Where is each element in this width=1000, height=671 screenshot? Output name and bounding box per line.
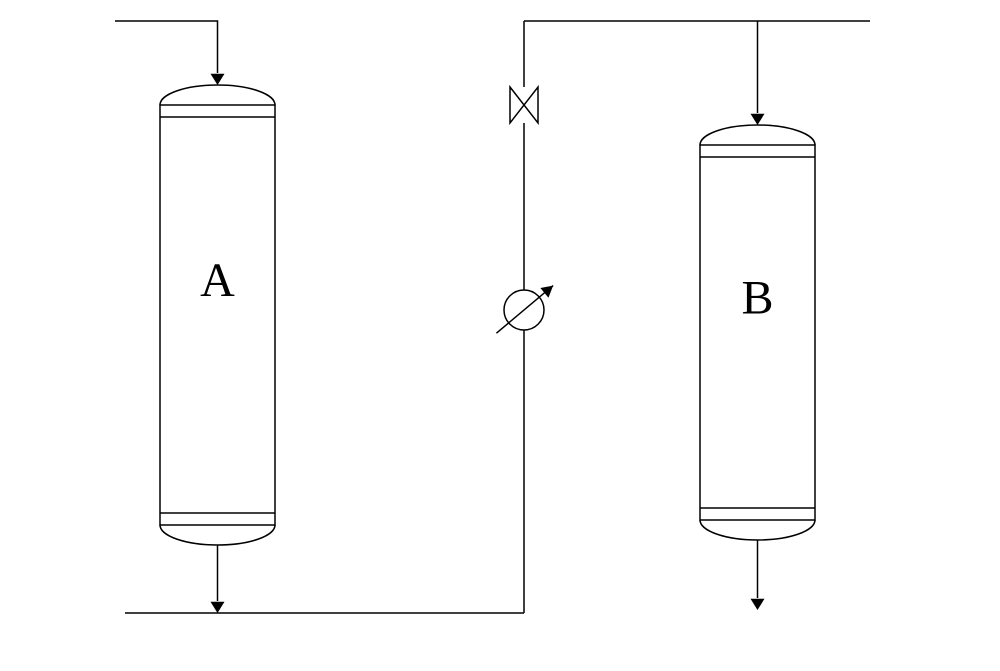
- pipe-inlet-to-A: [115, 21, 218, 73]
- arrowhead-icon: [211, 602, 225, 613]
- vessel-bottom-cap: [160, 525, 275, 545]
- heater-arrowhead-icon: [540, 286, 553, 298]
- vessel-body: [700, 145, 815, 520]
- arrowhead-icon: [751, 114, 765, 125]
- arrowhead-icon: [751, 599, 765, 610]
- vessel-top-cap: [700, 125, 815, 145]
- vessel-bottom-cap: [700, 520, 815, 540]
- vessel-top-cap: [160, 85, 275, 105]
- arrowhead-icon: [211, 74, 225, 85]
- vessel-label: B: [741, 272, 773, 325]
- valve-icon: [510, 87, 538, 123]
- vessel-body: [160, 105, 275, 525]
- vessel-label: A: [200, 254, 235, 307]
- process-flow-diagram: AB: [0, 0, 1000, 671]
